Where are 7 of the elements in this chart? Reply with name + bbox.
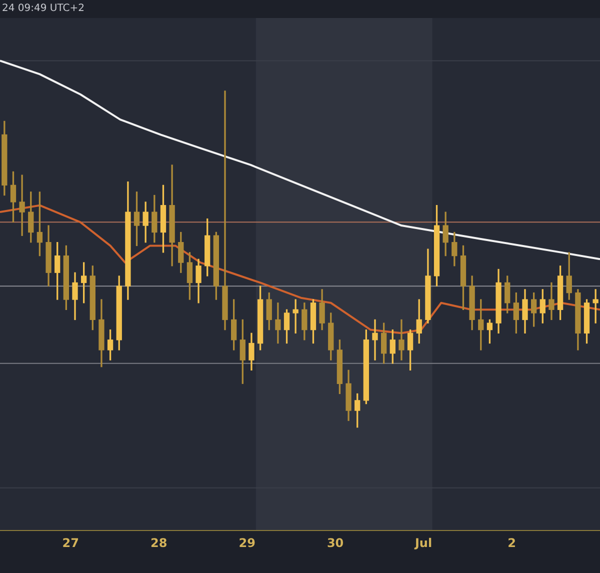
chart-title: 24 09:49 UTC+2	[1, 2, 86, 16]
x-tick-label: 27	[62, 536, 79, 550]
x-tick-label: 2	[508, 536, 516, 550]
x-tick-label: Jul	[414, 536, 432, 550]
x-tick-label: 30	[326, 536, 344, 550]
x-tick-label: 29	[238, 536, 256, 550]
x-tick-label: 28	[150, 536, 168, 550]
